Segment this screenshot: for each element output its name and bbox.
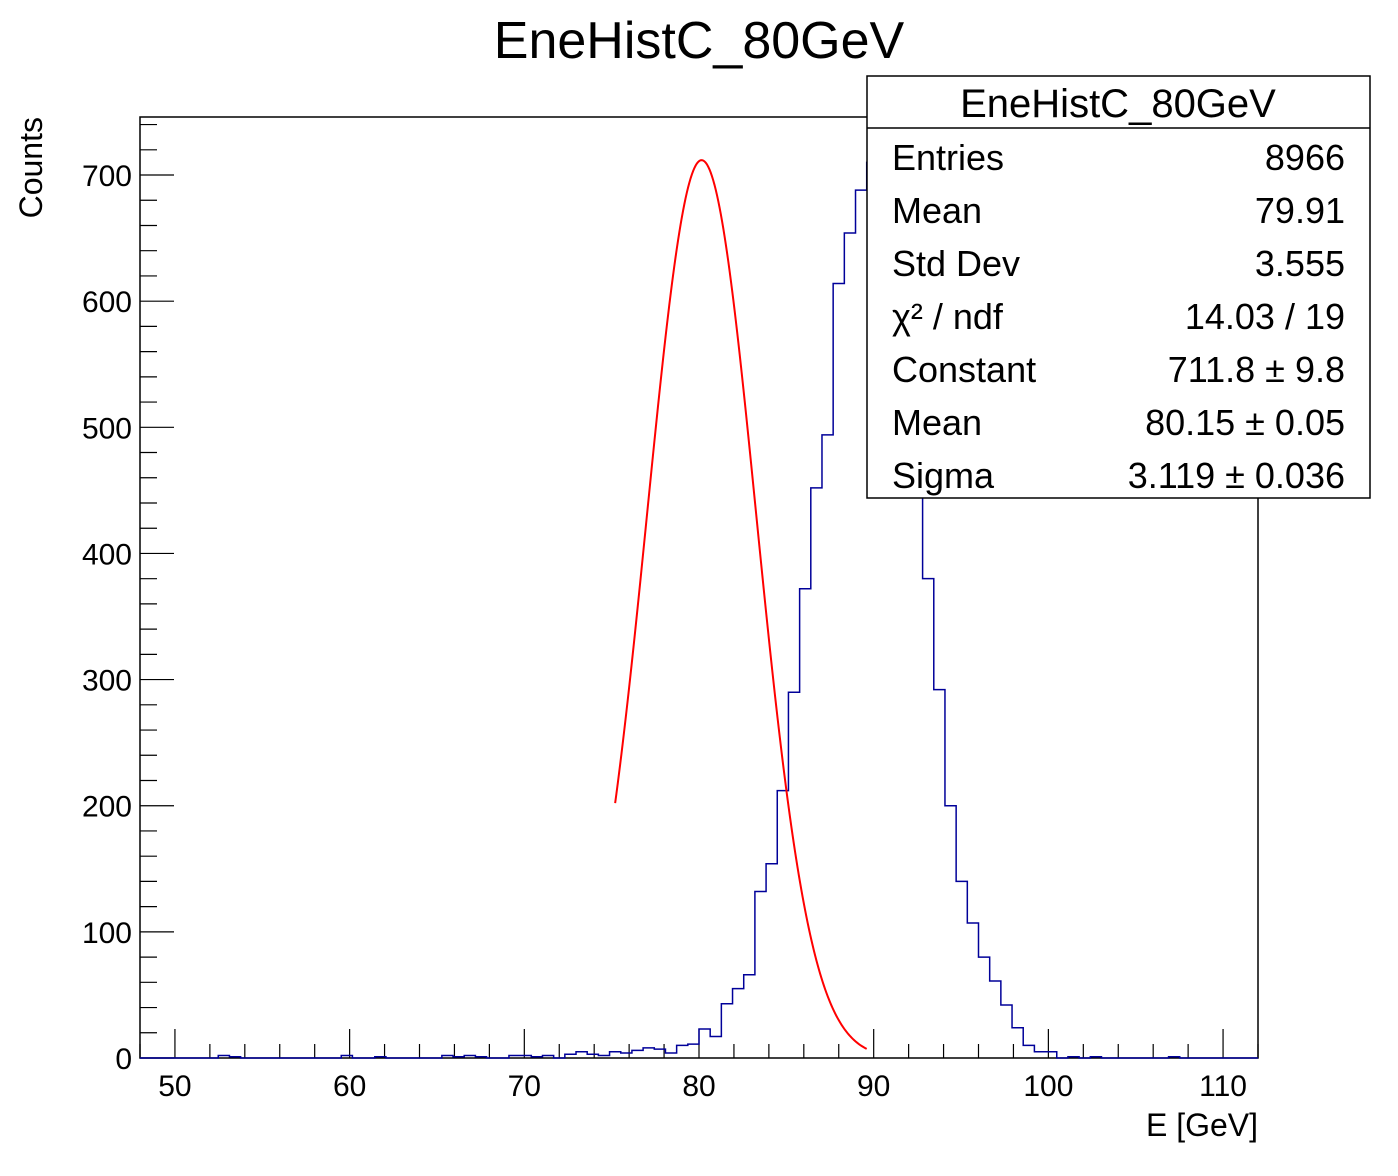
stats-row-label: Sigma bbox=[892, 455, 995, 496]
stats-row-label: Mean bbox=[892, 190, 982, 231]
stats-row-label: Constant bbox=[892, 349, 1036, 390]
y-tick-label: 700 bbox=[82, 160, 132, 193]
stats-row-label: χ² / ndf bbox=[892, 296, 1004, 337]
chart-title: EneHistC_80GeV bbox=[494, 12, 905, 70]
y-tick-label: 400 bbox=[82, 538, 132, 571]
gaussian-fit-curve bbox=[614, 159, 868, 1050]
y-tick-label: 200 bbox=[82, 791, 132, 824]
stats-row-label: Mean bbox=[892, 402, 982, 443]
y-axis-ticks: 0 100 200 300 400 500 600 700 bbox=[82, 123, 174, 1076]
y-tick-label: 600 bbox=[82, 286, 132, 319]
y-tick-label: 0 bbox=[115, 1043, 132, 1076]
x-axis-ticks: 50 60 70 80 90 100 110 bbox=[139, 1029, 1259, 1103]
y-tick-label: 500 bbox=[82, 412, 132, 445]
stats-row-value: 8966 bbox=[1265, 137, 1345, 178]
stats-rows: Entries 8966 Mean 79.91 Std Dev 3.555 χ² / ndf… bbox=[892, 137, 1345, 496]
x-tick-label: 60 bbox=[333, 1070, 366, 1103]
x-tick-label: 50 bbox=[158, 1070, 191, 1103]
stats-row-value: 3.555 bbox=[1255, 243, 1345, 284]
y-axis-label: Counts bbox=[13, 117, 49, 218]
stats-box-frame bbox=[866, 75, 1371, 499]
histogram-series bbox=[140, 161, 1258, 1059]
stats-row-value: 80.15 ± 0.05 bbox=[1145, 402, 1345, 443]
stats-row-value: 14.03 / 19 bbox=[1185, 296, 1345, 337]
x-tick-label: 90 bbox=[857, 1070, 890, 1103]
stats-row-value: 79.91 bbox=[1255, 190, 1345, 231]
y-tick-label: 300 bbox=[82, 665, 132, 698]
stats-box: EneHistC_80GeV Entries 8966 Mean 79.91 Std D… bbox=[866, 75, 1371, 499]
stats-row-label: Entries bbox=[892, 137, 1004, 178]
stats-row-value: 711.8 ± 9.8 bbox=[1168, 349, 1345, 390]
stats-row-label: Std Dev bbox=[892, 243, 1020, 284]
x-tick-label: 80 bbox=[682, 1070, 715, 1103]
y-tick-label: 100 bbox=[82, 917, 132, 950]
x-tick-label: 100 bbox=[1023, 1070, 1073, 1103]
x-axis-label: E [GeV] bbox=[1146, 1107, 1258, 1143]
x-tick-label: 70 bbox=[508, 1070, 541, 1103]
stats-box-title: EneHistC_80GeV bbox=[960, 82, 1276, 126]
x-tick-label: 110 bbox=[1199, 1070, 1247, 1103]
stats-row-value: 3.119 ± 0.036 bbox=[1128, 455, 1345, 496]
